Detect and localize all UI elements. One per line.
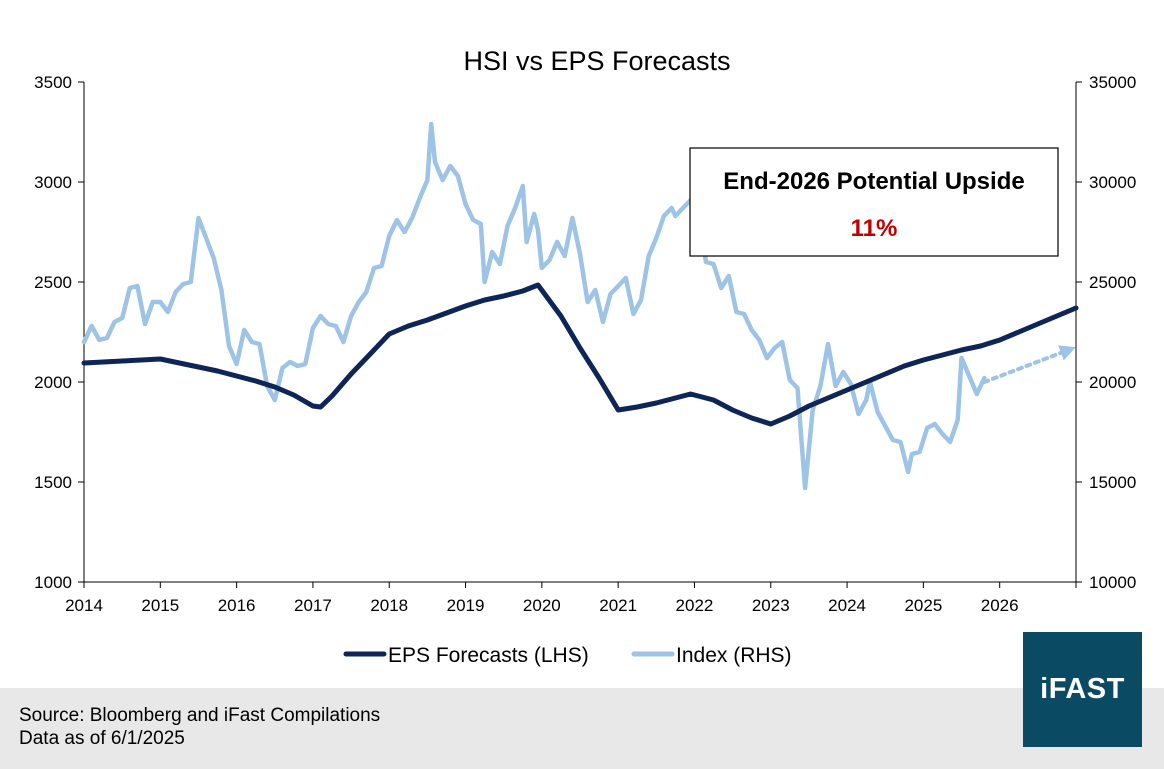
right-tick-label: 10000: [1089, 573, 1136, 592]
left-tick-label: 3000: [34, 173, 72, 192]
legend-eps-label: EPS Forecasts (LHS): [388, 644, 589, 667]
eps-forecast-line: [81, 282, 1079, 427]
left-axis-ticks: 1000 1500 2000 2500 3000 3500: [34, 73, 84, 592]
left-tick-label: 3500: [34, 73, 72, 92]
source-text: Source: Bloomberg and iFast Compilations: [19, 705, 381, 726]
x-tick-label: 2020: [523, 596, 561, 615]
x-tick-label: 2015: [141, 596, 179, 615]
left-tick-label: 1500: [34, 473, 72, 492]
x-tick-label: 2026: [981, 596, 1019, 615]
annotation-value: 11%: [851, 215, 898, 242]
left-tick-label: 1000: [34, 573, 72, 592]
right-tick-label: 25000: [1089, 273, 1136, 292]
ifast-logo: iFAST: [1023, 632, 1142, 747]
footer-band: [0, 688, 1164, 769]
x-tick-label: 2017: [294, 596, 332, 615]
left-tick-label: 2000: [34, 373, 72, 392]
data-date-text: Data as of 6/1/2025: [19, 728, 185, 749]
x-tick-label: 2016: [218, 596, 256, 615]
x-axis-ticks: 2014 2015 2016 2017 2018 2019 2020 2021 2022 2023…: [65, 582, 1077, 615]
x-tick-label: 2021: [599, 596, 637, 615]
logo-text: iFAST: [1040, 673, 1125, 705]
right-axis-ticks: 10000 15000 20000 25000 30000 35000: [1076, 73, 1136, 592]
x-tick-label: 2022: [676, 596, 714, 615]
x-tick-label: 2019: [447, 596, 485, 615]
legend-index-label: Index (RHS): [676, 644, 792, 667]
upside-annotation-box: End-2026 Potential Upside 11%: [689, 147, 1059, 257]
legend: EPS Forecasts (LHS) Index (RHS): [343, 644, 792, 667]
right-tick-label: 20000: [1089, 373, 1136, 392]
annotation-frame: [689, 147, 1059, 257]
hsi-eps-chart: HSI vs EPS Forecasts 1000 1500 2000 2500 300…: [34, 46, 1136, 667]
x-tick-label: 2018: [370, 596, 408, 615]
x-tick-label: 2014: [65, 596, 103, 615]
right-tick-label: 15000: [1089, 473, 1136, 492]
annotation-title: End-2026 Potential Upside: [723, 168, 1024, 195]
right-tick-label: 35000: [1089, 73, 1136, 92]
x-tick-label: 2025: [904, 596, 942, 615]
x-tick-label: 2023: [752, 596, 790, 615]
left-tick-label: 2500: [34, 273, 72, 292]
index-projection-arrow: [982, 345, 1076, 384]
right-tick-label: 30000: [1089, 173, 1136, 192]
source-note: Source: Bloomberg and iFast Compilations…: [19, 704, 380, 750]
axes: [83, 82, 1077, 583]
index-line: [81, 121, 987, 491]
series-lines: [81, 121, 1079, 491]
x-tick-label: 2024: [828, 596, 866, 615]
chart-title: HSI vs EPS Forecasts: [463, 46, 730, 76]
